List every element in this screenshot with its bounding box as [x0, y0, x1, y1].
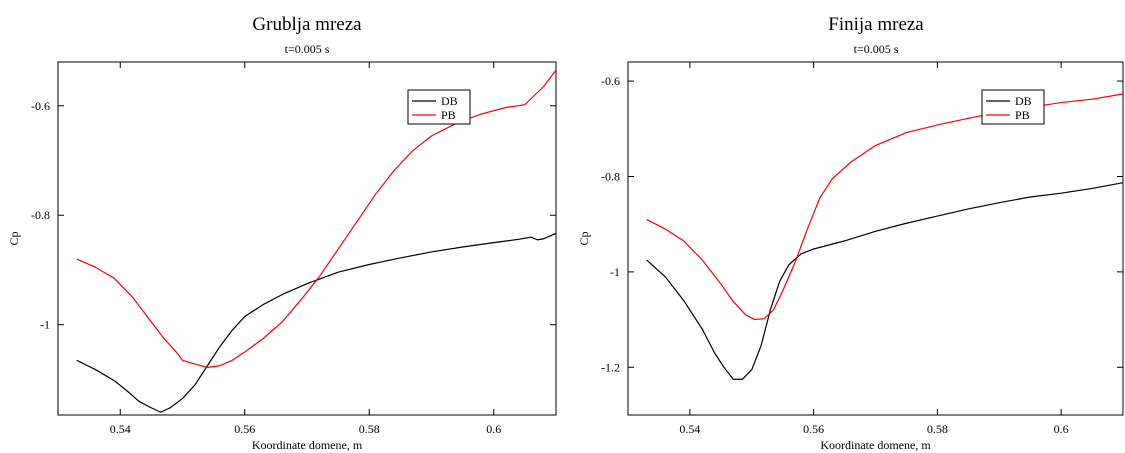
- y-tick-label: -0.8: [601, 169, 620, 183]
- x-tick-label: 0.56: [803, 422, 824, 436]
- y-tick-label: -1: [610, 265, 620, 279]
- x-tick-label: 0.54: [110, 422, 131, 436]
- legend-box: [981, 89, 1045, 125]
- x-tick-label: 0.6: [1054, 422, 1069, 436]
- series-line-pb: [646, 93, 1123, 321]
- y-tick-label: -1.2: [601, 360, 620, 374]
- y-tick-label: -0.6: [601, 74, 620, 88]
- chart-panel-2: Finija mreza t=0.005 s 0.54 0.56 0.58 0.6 -1.2…: [577, 14, 1124, 452]
- chart-panel-1: Grublja mreza t=0.005 s 0.54 0.56 0.58 0.6 -1 -…: [7, 14, 557, 452]
- series-line-pb: [76, 69, 556, 368]
- y-axis-label: Cp: [577, 231, 591, 245]
- plot-frame: [627, 61, 1124, 416]
- chart-subtitle: t=0.005 s: [285, 42, 330, 56]
- series-line-db: [646, 182, 1123, 380]
- legend-box: [407, 89, 471, 125]
- legend-label-db: DB: [1015, 94, 1032, 108]
- chart-title: Grublja mreza: [252, 14, 362, 35]
- x-axis-label: Koordinate domene, m: [820, 438, 931, 452]
- x-tick-label: 0.58: [927, 422, 948, 436]
- plot-frame: [57, 61, 557, 416]
- x-tick-label: 0.6: [486, 422, 501, 436]
- x-tick-label: 0.54: [679, 422, 700, 436]
- y-tick-label: -0.6: [31, 99, 50, 113]
- chart-title: Finija mreza: [828, 14, 924, 35]
- x-tick-label: 0.58: [359, 422, 380, 436]
- y-axis-label: Cp: [7, 231, 21, 245]
- chart-subtitle: t=0.005 s: [854, 42, 899, 56]
- y-tick-label: -1: [40, 318, 50, 332]
- x-tick-label: 0.56: [234, 422, 255, 436]
- x-axis-label: Koordinate domene, m: [252, 438, 363, 452]
- legend-label-pb: PB: [1015, 108, 1030, 122]
- series-line-db: [76, 232, 556, 413]
- legend-label-pb: PB: [441, 108, 456, 122]
- legend-label-db: DB: [441, 94, 458, 108]
- y-tick-label: -0.8: [31, 208, 50, 222]
